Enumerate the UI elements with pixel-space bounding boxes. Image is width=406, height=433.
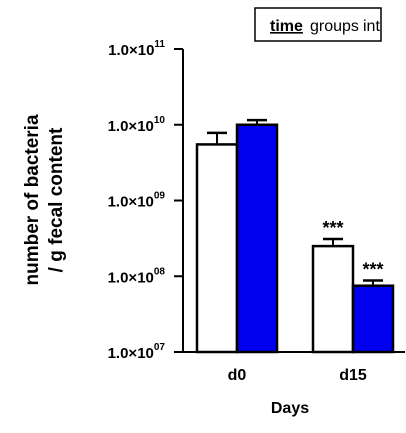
legend-item-int: int [363, 18, 380, 35]
y-axis-title-line2: / g fecal content [46, 127, 67, 272]
legend-item-time: time [270, 18, 303, 35]
bar [311, 244, 355, 354]
significance-label: *** [362, 259, 383, 279]
y-axis-title: number of bacteria / g fecal content [22, 114, 67, 285]
y-tick-label: 1.0×1011 [108, 39, 165, 59]
significance-label: *** [322, 218, 343, 238]
y-tick-label: 1.0×1009 [108, 191, 166, 211]
y-tick-label: 1.0×1008 [108, 266, 166, 286]
plot-area: 1.0×1011 1.0×1010 1.0×1009 1.0×1008 1.0×1007… [108, 39, 405, 384]
legend-item-groups: groups [310, 18, 359, 35]
legend-box [254, 7, 382, 42]
x-axis-title: Days [271, 400, 309, 417]
y-axis-title-line1: number of bacteria [22, 114, 43, 285]
bar [351, 284, 395, 354]
x-tick-label: d15 [339, 367, 367, 384]
x-tick-label: d0 [228, 367, 247, 384]
y-tick-label: 1.0×1010 [108, 115, 166, 135]
y-tick-label: 1.0×1007 [108, 342, 166, 362]
bar [195, 143, 239, 354]
legend: time groups int [254, 7, 382, 42]
bar [235, 123, 279, 354]
